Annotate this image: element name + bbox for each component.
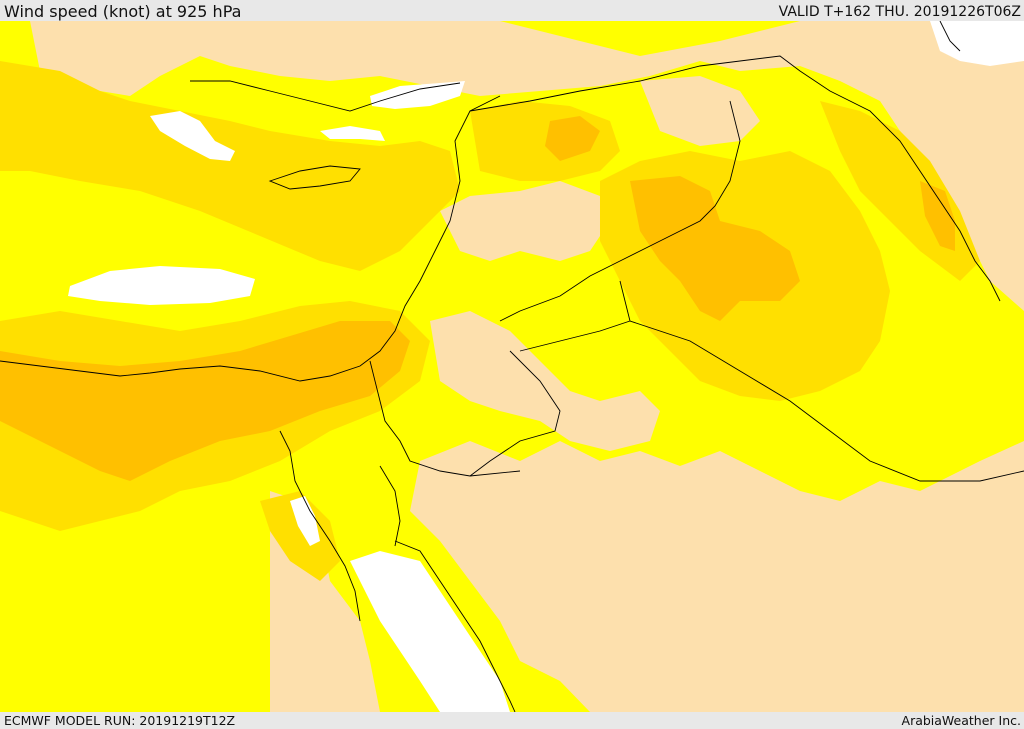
calm-area-north xyxy=(150,111,235,161)
wind-band-high-syria xyxy=(545,116,600,161)
calm-area-ne-corner xyxy=(930,21,1024,66)
valid-time: VALID T+162 THU. 20191226T06Z xyxy=(778,4,1021,20)
wind-band-mid-med-north xyxy=(0,61,460,271)
calm-area-red-sea xyxy=(350,551,510,712)
model-run: ECMWF MODEL RUN: 20191219T12Z xyxy=(4,713,236,728)
wind-band-high-gulf xyxy=(920,181,955,251)
header-bar xyxy=(0,0,1024,21)
calm-area-nile xyxy=(290,496,320,546)
wind-band-low-sinai xyxy=(430,311,660,451)
wind-band-low-levant xyxy=(440,181,610,261)
wind-band-mid-red-sea-west xyxy=(260,491,340,581)
footer-bar xyxy=(0,712,1024,729)
wind-band-low-arabia xyxy=(410,441,1024,712)
wind-band-low-north xyxy=(30,21,1024,311)
map-title: Wind speed (knot) at 925 hPa xyxy=(4,2,242,21)
wind-speed-map xyxy=(0,21,1024,712)
credit-label: ArabiaWeather Inc. xyxy=(901,713,1021,728)
calm-area-east-med xyxy=(370,81,465,109)
wind-band-low-mesopotamia xyxy=(640,76,760,146)
calm-area-central xyxy=(68,266,255,305)
wind-band-high-iraq xyxy=(630,176,800,321)
calm-area-coast xyxy=(320,126,385,141)
wind-band-high-turkey xyxy=(0,321,410,481)
country-borders xyxy=(0,21,1024,712)
